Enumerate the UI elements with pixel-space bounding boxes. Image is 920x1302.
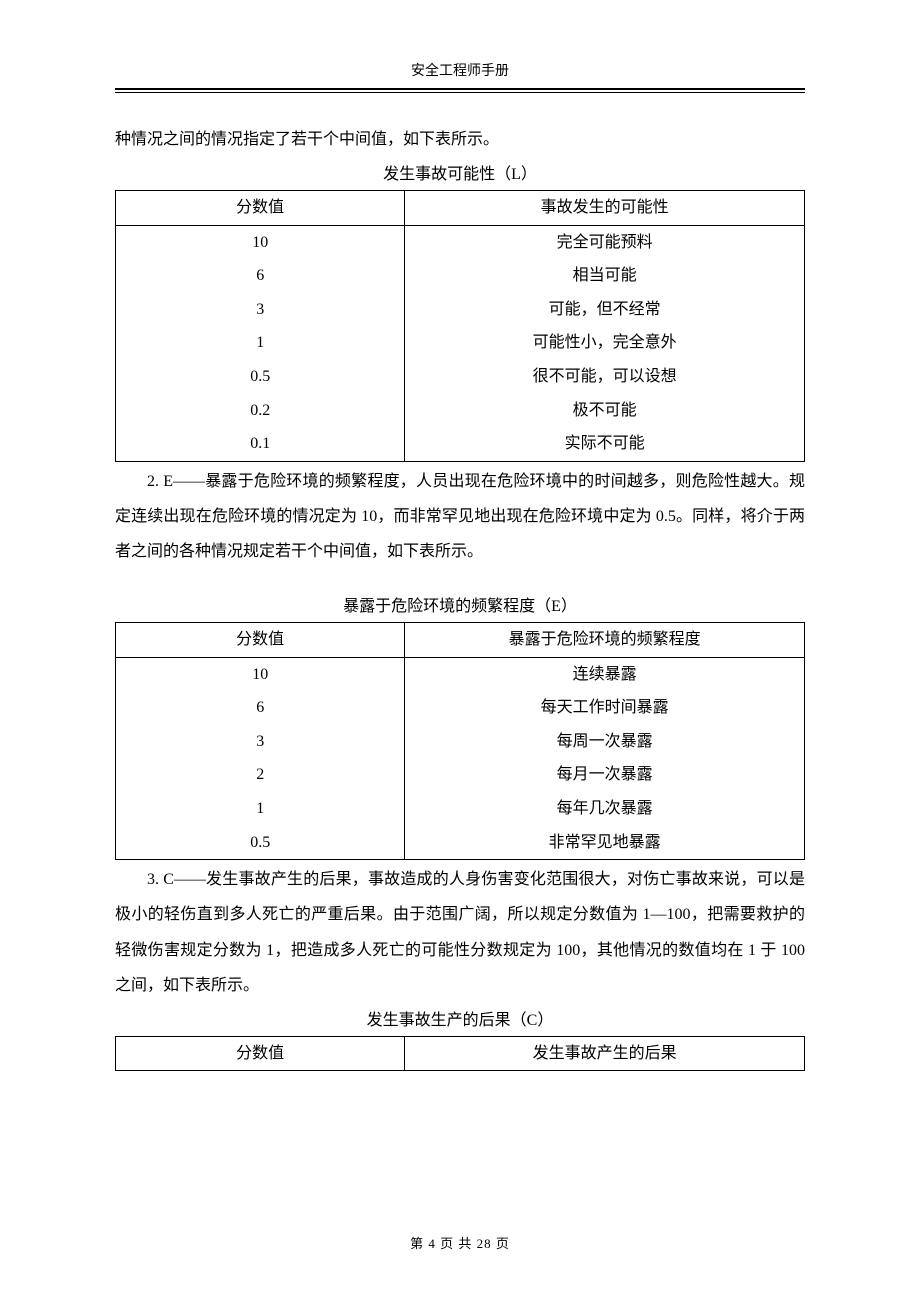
table-consequence: 分数值 发生事故产生的后果 (115, 1036, 805, 1072)
table-header-row: 分数值 事故发生的可能性 (116, 190, 805, 225)
cell-desc: 每周一次暴露 (405, 725, 805, 759)
header-title: 安全工程师手册 (411, 64, 509, 79)
table-row: 6每天工作时间暴露 (116, 691, 805, 725)
table3-header-desc: 发生事故产生的后果 (405, 1036, 805, 1071)
cell-desc: 连续暴露 (405, 657, 805, 691)
footer-page: 4 (428, 1236, 436, 1251)
cell-score: 10 (116, 657, 405, 691)
table-row: 0.2极不可能 (116, 394, 805, 428)
table-row: 10连续暴露 (116, 657, 805, 691)
cell-score: 0.5 (116, 826, 405, 860)
cell-score: 2 (116, 758, 405, 792)
table2-caption: 暴露于危险环境的频繁程度（E） (115, 593, 805, 622)
table1-header-desc: 事故发生的可能性 (405, 190, 805, 225)
cell-score: 0.5 (116, 360, 405, 394)
cell-desc: 完全可能预料 (405, 225, 805, 259)
footer-total: 28 (477, 1236, 492, 1251)
cell-score: 1 (116, 792, 405, 826)
cell-score: 6 (116, 259, 405, 293)
cell-score: 1 (116, 326, 405, 360)
table-row: 2每月一次暴露 (116, 758, 805, 792)
table-row: 0.1实际不可能 (116, 427, 805, 461)
table-likelihood: 分数值 事故发生的可能性 10完全可能预料 6相当可能 3可能，但不经常 1可能… (115, 190, 805, 462)
spacer (115, 573, 805, 591)
cell-desc: 非常罕见地暴露 (405, 826, 805, 860)
table2-header-score: 分数值 (116, 623, 405, 658)
cell-desc: 每天工作时间暴露 (405, 691, 805, 725)
table2-header-desc: 暴露于危险环境的频繁程度 (405, 623, 805, 658)
footer-mid: 页 共 (436, 1236, 477, 1251)
cell-desc: 相当可能 (405, 259, 805, 293)
cell-score: 3 (116, 293, 405, 327)
table-row: 1每年几次暴露 (116, 792, 805, 826)
table-exposure: 分数值 暴露于危险环境的频繁程度 10连续暴露 6每天工作时间暴露 3每周一次暴… (115, 622, 805, 860)
cell-score: 10 (116, 225, 405, 259)
page-header: 安全工程师手册 (115, 60, 805, 90)
cell-desc: 极不可能 (405, 394, 805, 428)
cell-desc: 可能性小，完全意外 (405, 326, 805, 360)
cell-desc: 每月一次暴露 (405, 758, 805, 792)
cell-score: 0.1 (116, 427, 405, 461)
table-row: 1可能性小，完全意外 (116, 326, 805, 360)
paragraph-1: 种情况之间的情况指定了若干个中间值，如下表所示。 (115, 122, 805, 157)
table3-header-score: 分数值 (116, 1036, 405, 1071)
document-page: 安全工程师手册 种情况之间的情况指定了若干个中间值，如下表所示。 发生事故可能性… (0, 0, 920, 1302)
paragraph-2: 2. E——暴露于危险环境的频繁程度，人员出现在危险环境中的时间越多，则危险性越… (115, 464, 805, 570)
page-footer: 第 4 页 共 28 页 (0, 1233, 920, 1252)
table-header-row: 分数值 暴露于危险环境的频繁程度 (116, 623, 805, 658)
table-row: 6相当可能 (116, 259, 805, 293)
table1-header-score: 分数值 (116, 190, 405, 225)
table-header-row: 分数值 发生事故产生的后果 (116, 1036, 805, 1071)
table3-caption: 发生事故生产的后果（C） (115, 1007, 805, 1036)
footer-suffix: 页 (492, 1236, 510, 1251)
footer-prefix: 第 (410, 1236, 428, 1251)
cell-score: 3 (116, 725, 405, 759)
table-row: 3可能，但不经常 (116, 293, 805, 327)
cell-desc: 可能，但不经常 (405, 293, 805, 327)
cell-desc: 实际不可能 (405, 427, 805, 461)
cell-score: 0.2 (116, 394, 405, 428)
cell-desc: 每年几次暴露 (405, 792, 805, 826)
table-row: 0.5很不可能，可以设想 (116, 360, 805, 394)
cell-score: 6 (116, 691, 405, 725)
table1-caption: 发生事故可能性（L） (115, 161, 805, 190)
table-row: 10完全可能预料 (116, 225, 805, 259)
paragraph-3: 3. C——发生事故产生的后果，事故造成的人身伤害变化范围很大，对伤亡事故来说，… (115, 862, 805, 1003)
table-row: 0.5非常罕见地暴露 (116, 826, 805, 860)
cell-desc: 很不可能，可以设想 (405, 360, 805, 394)
table-row: 3每周一次暴露 (116, 725, 805, 759)
